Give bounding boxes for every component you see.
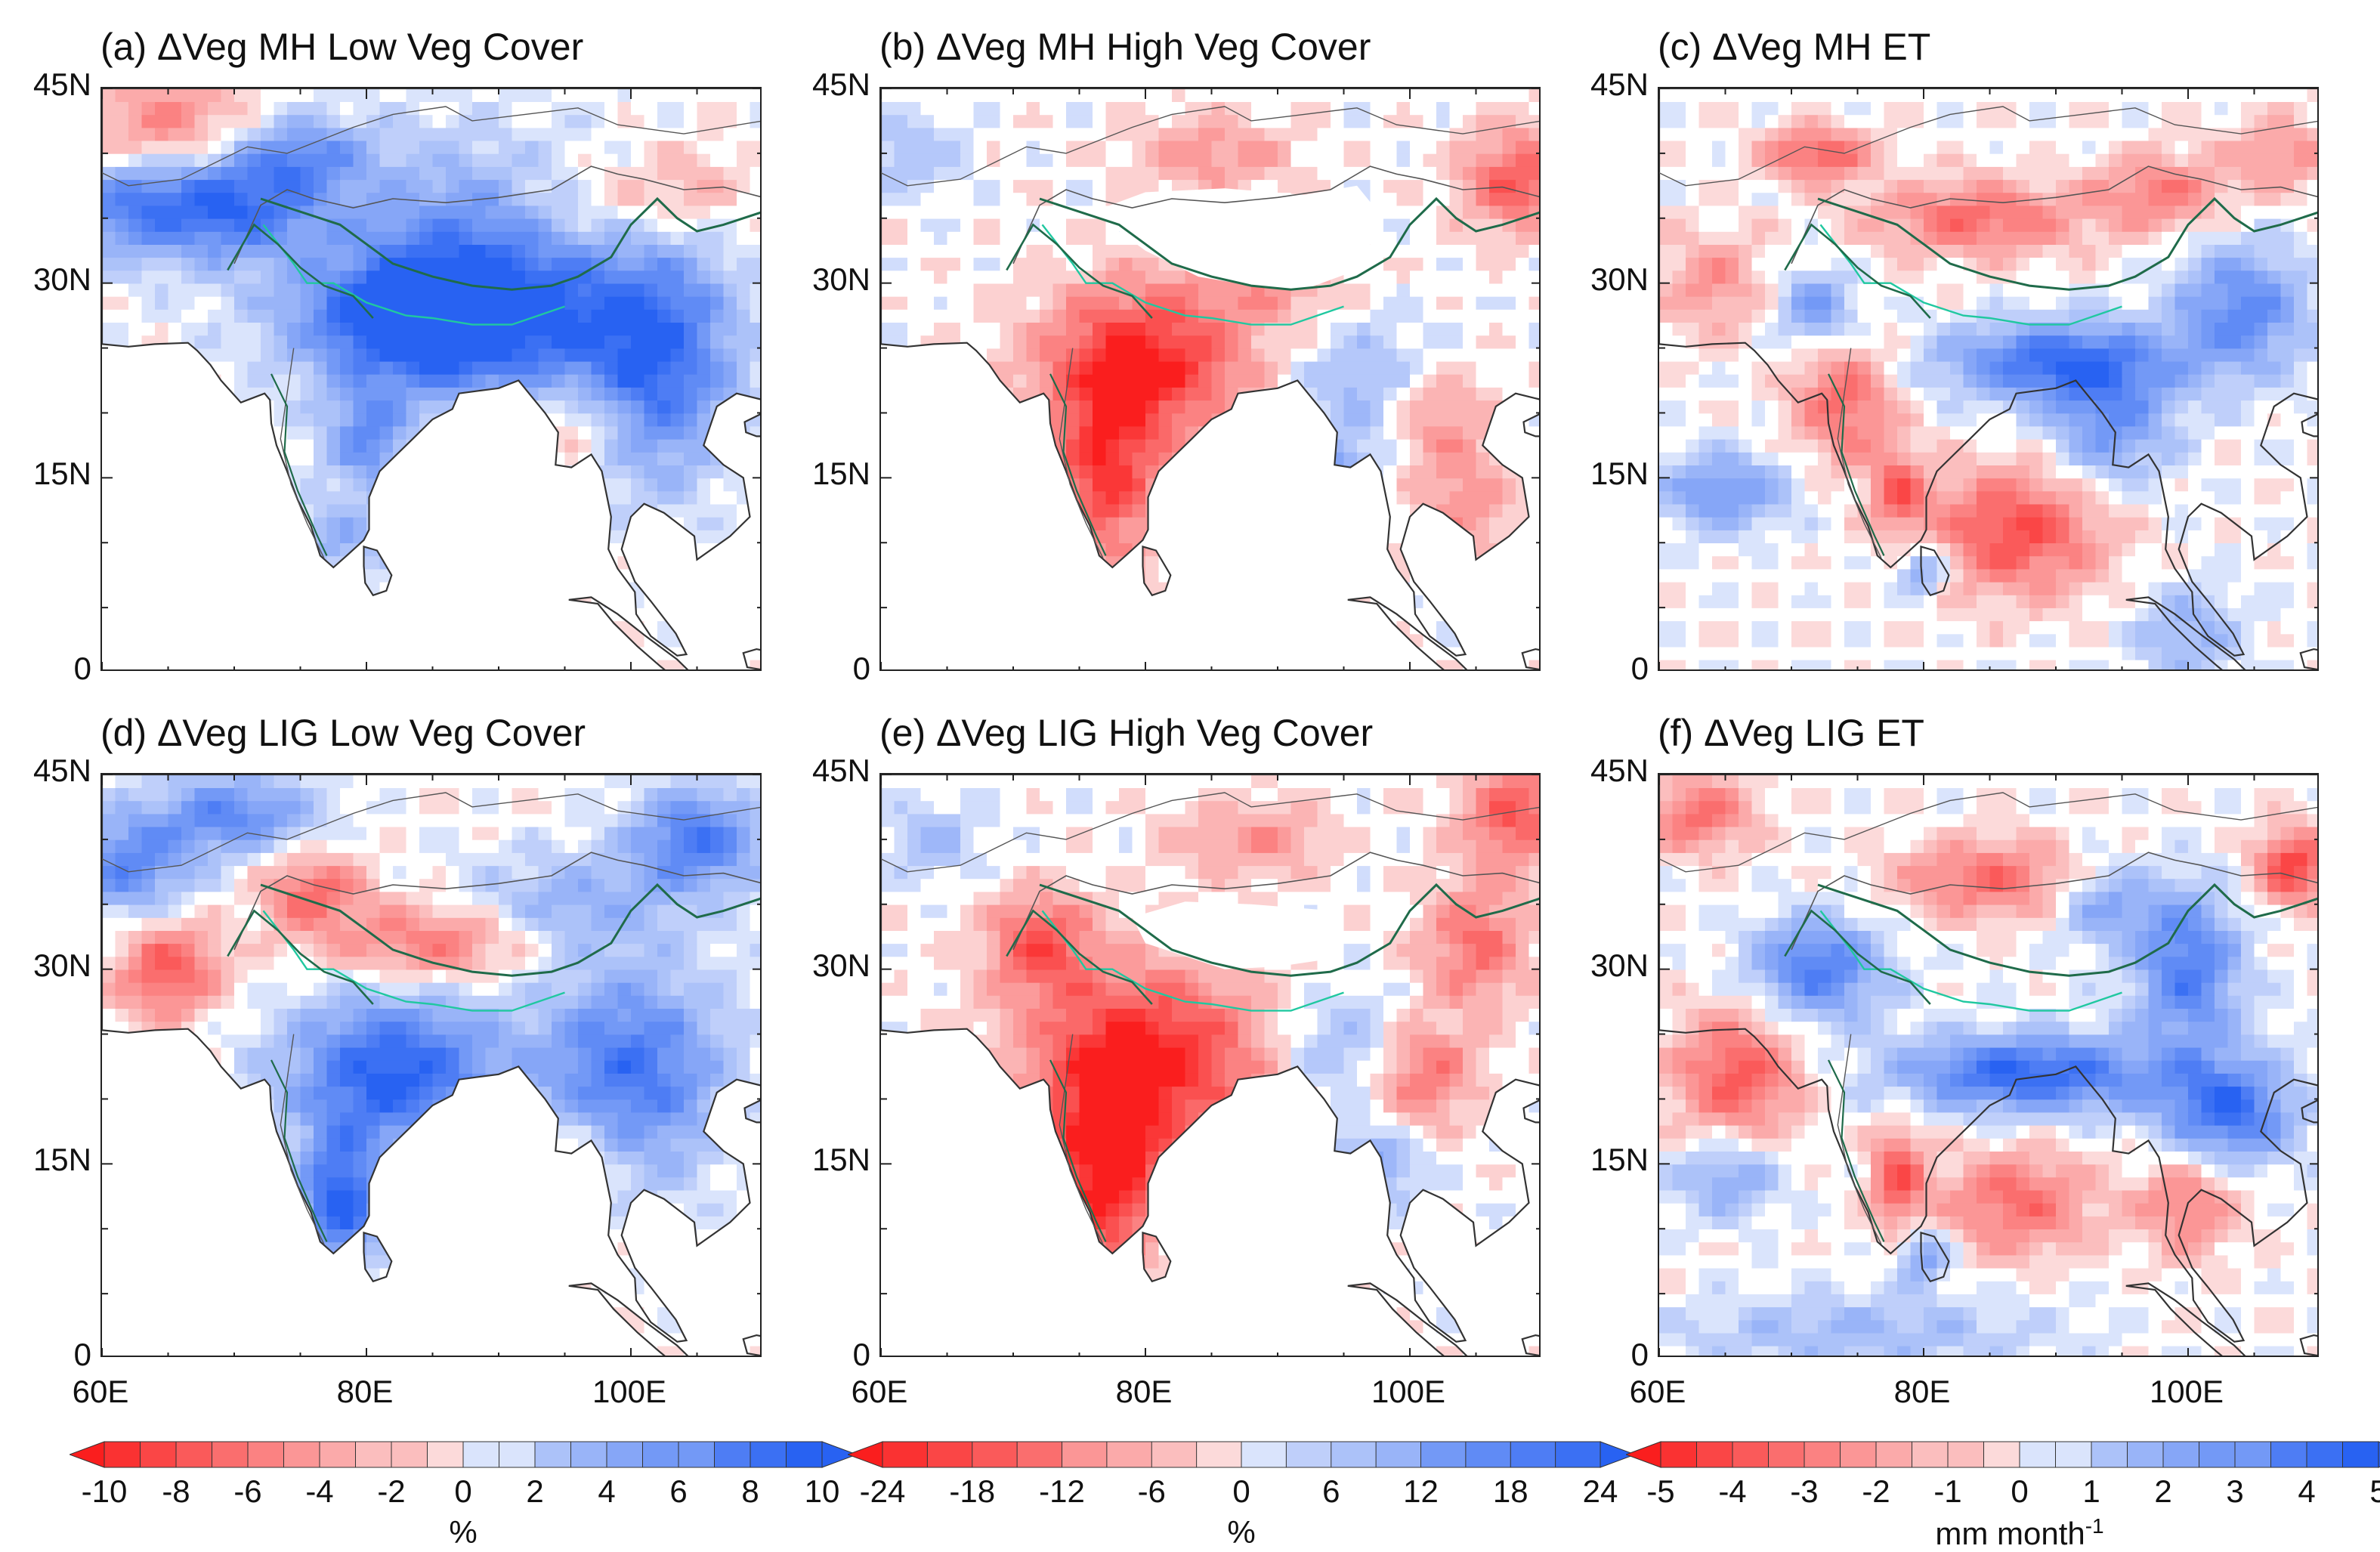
panel-title: (b) ΔVeg MH High Veg Cover	[879, 25, 1371, 69]
colorbar-tick-label: -1	[1910, 1473, 1986, 1510]
latitude-label: 30N	[1558, 948, 1649, 984]
colorbar-tick-label: 4	[2269, 1473, 2344, 1510]
latitude-label: 15N	[1558, 1142, 1649, 1178]
latitude-label: 15N	[780, 1142, 870, 1178]
colorbar-tick-label: 8	[712, 1473, 788, 1510]
colorbar-tick-label: -4	[1695, 1473, 1770, 1510]
colorbar-tick-label: -24	[845, 1473, 920, 1510]
colorbar-tick-label: 0	[1982, 1473, 2057, 1510]
panel-title: (e) ΔVeg LIG High Veg Cover	[879, 711, 1373, 755]
latitude-label: 30N	[780, 948, 870, 984]
latitude-label: 30N	[1558, 261, 1649, 298]
colorbar-tick-label: 5	[2341, 1473, 2380, 1510]
colorbar-tick-label: 3	[2197, 1473, 2273, 1510]
colorbar-tick-label: -2	[1838, 1473, 1914, 1510]
unit-main: mm month	[1935, 1516, 2085, 1551]
colorbar-tick-label: -6	[210, 1473, 286, 1510]
colorbar-unit-label: mm month-1	[1868, 1514, 2171, 1552]
colorbar-tick-label: -2	[354, 1473, 429, 1510]
latitude-label: 45N	[1558, 66, 1649, 103]
map-area	[879, 87, 1541, 671]
colorbar-tick-label: 6	[641, 1473, 716, 1510]
latitude-label: 30N	[780, 261, 870, 298]
map-plot	[881, 88, 1541, 671]
longitude-label: 60E	[819, 1374, 940, 1410]
colorbar-tick-label: -4	[282, 1473, 357, 1510]
colorbar	[1626, 1440, 2380, 1473]
colorbar-tick-label: 6	[1294, 1473, 1369, 1510]
latitude-label: 0	[1558, 1337, 1649, 1373]
map-area	[1658, 87, 2319, 671]
colorbar-tick-label: -18	[935, 1473, 1010, 1510]
longitude-label: 80E	[1862, 1374, 1983, 1410]
latitude-label: 45N	[780, 66, 870, 103]
longitude-label: 60E	[1597, 1374, 1718, 1410]
latitude-label: 15N	[1, 456, 91, 492]
latitude-label: 0	[780, 651, 870, 687]
colorbar-bands	[70, 1440, 857, 1469]
latitude-label: 0	[1, 651, 91, 687]
map-plot	[102, 88, 762, 671]
colorbar-tick-label: 2	[2125, 1473, 2201, 1510]
colorbar	[70, 1440, 857, 1473]
latitude-label: 45N	[1, 66, 91, 103]
colorbar-tick-label: -12	[1025, 1473, 1100, 1510]
colorbar-bands	[848, 1440, 1635, 1469]
latitude-label: 30N	[1, 948, 91, 984]
colorbar-tick-label: 0	[1204, 1473, 1279, 1510]
shaded-field	[881, 88, 1541, 671]
map-plot	[881, 774, 1541, 1357]
map-plot	[1659, 774, 2319, 1357]
shaded-field	[881, 774, 1541, 1357]
map-plot	[102, 774, 762, 1357]
panel-title: (a) ΔVeg MH Low Veg Cover	[100, 25, 583, 69]
map-area	[1658, 773, 2319, 1357]
colorbar-tick-label: 2	[497, 1473, 573, 1510]
map-area	[100, 87, 762, 671]
longitude-label: 100E	[569, 1374, 690, 1410]
panel-title: (c) ΔVeg MH ET	[1658, 25, 1930, 69]
latitude-label: 45N	[1, 753, 91, 789]
panel-title: (f) ΔVeg LIG ET	[1658, 711, 1924, 755]
latitude-label: 45N	[780, 753, 870, 789]
colorbar-tick-label: -10	[66, 1473, 142, 1510]
latitude-label: 0	[780, 1337, 870, 1373]
shaded-field	[1659, 774, 2319, 1357]
colorbar-tick-label: 4	[569, 1473, 644, 1510]
colorbar-unit-label: %	[1090, 1514, 1392, 1550]
colorbar-tick-label: -5	[1623, 1473, 1698, 1510]
latitude-label: 30N	[1, 261, 91, 298]
shaded-field	[102, 774, 762, 1357]
latitude-label: 15N	[780, 456, 870, 492]
latitude-label: 0	[1558, 651, 1649, 687]
latitude-label: 0	[1, 1337, 91, 1373]
longitude-label: 100E	[2126, 1374, 2247, 1410]
colorbar-tick-label: -8	[138, 1473, 214, 1510]
colorbar-tick-label: -3	[1766, 1473, 1842, 1510]
colorbar-tick-label: -6	[1114, 1473, 1189, 1510]
latitude-label: 15N	[1558, 456, 1649, 492]
colorbar-tick-label: 0	[425, 1473, 501, 1510]
panel-title: (d) ΔVeg LIG Low Veg Cover	[100, 711, 586, 755]
shaded-field	[1659, 88, 2319, 671]
longitude-label: 100E	[1348, 1374, 1469, 1410]
colorbar-tick-label: 12	[1383, 1473, 1459, 1510]
map-area	[100, 773, 762, 1357]
latitude-label: 45N	[1558, 753, 1649, 789]
map-plot	[1659, 88, 2319, 671]
unit-exponent: -1	[2085, 1514, 2104, 1538]
colorbar-tick-label: 18	[1473, 1473, 1548, 1510]
latitude-label: 15N	[1, 1142, 91, 1178]
map-area	[879, 773, 1541, 1357]
colorbar-unit-label: %	[312, 1514, 614, 1550]
longitude-label: 80E	[1083, 1374, 1204, 1410]
colorbar-tick-label: 1	[2054, 1473, 2129, 1510]
longitude-label: 60E	[40, 1374, 161, 1410]
colorbar	[848, 1440, 1635, 1473]
longitude-label: 80E	[304, 1374, 425, 1410]
shaded-field	[102, 88, 762, 671]
colorbar-bands	[1626, 1440, 2380, 1469]
